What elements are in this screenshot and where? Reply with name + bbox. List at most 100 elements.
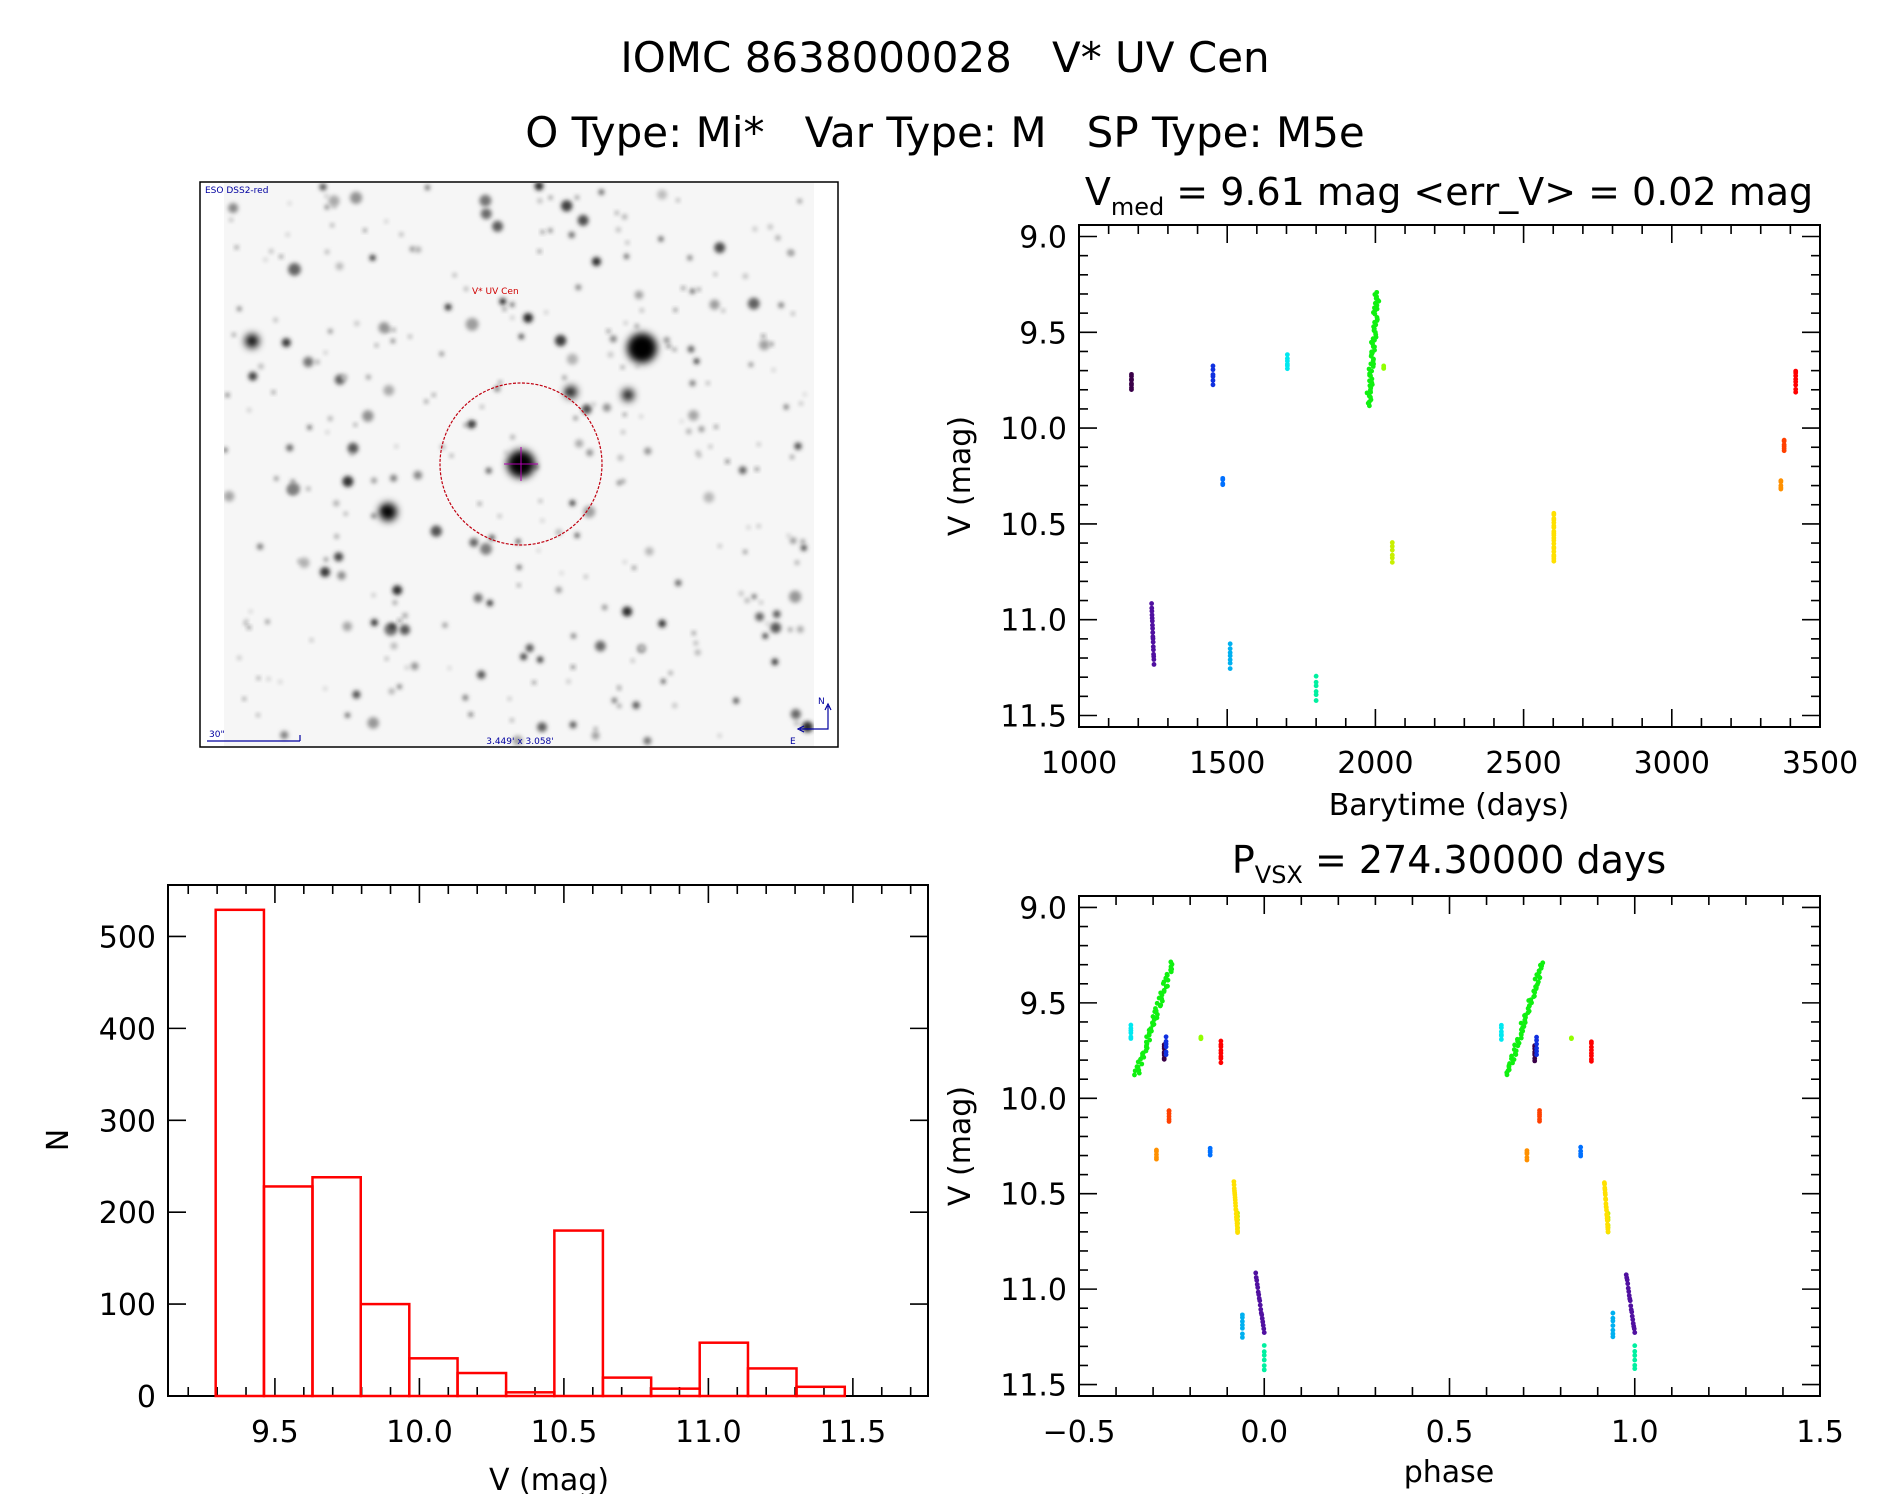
star xyxy=(643,736,652,745)
data-point xyxy=(1629,1309,1635,1315)
star xyxy=(795,560,800,565)
star xyxy=(721,309,725,313)
star xyxy=(623,560,627,564)
star xyxy=(537,198,543,204)
star xyxy=(392,328,396,332)
histogram-bar xyxy=(408,1357,459,1398)
star xyxy=(278,680,282,684)
x-tick-label: 2500 xyxy=(1485,746,1561,781)
star xyxy=(362,410,374,422)
star xyxy=(759,601,763,605)
star xyxy=(486,599,493,607)
data-point xyxy=(1534,1052,1539,1058)
star xyxy=(658,619,667,628)
data-point xyxy=(1551,512,1557,518)
star xyxy=(765,622,770,626)
data-point xyxy=(1198,1036,1204,1042)
star xyxy=(518,333,524,340)
data-point xyxy=(1389,540,1395,545)
data-point xyxy=(1602,1192,1608,1198)
star xyxy=(772,368,776,372)
data-point xyxy=(1632,1349,1638,1354)
data-point xyxy=(1632,1330,1638,1336)
star xyxy=(465,317,479,331)
data-point xyxy=(1151,647,1156,653)
data-point xyxy=(1793,389,1799,395)
figure-title-object: IOMC 8638000028 V* UV Cen xyxy=(620,33,1269,82)
star xyxy=(574,533,580,538)
data-point xyxy=(1150,639,1156,645)
plot-frame xyxy=(1078,224,1821,728)
data-point xyxy=(1610,1334,1616,1340)
star xyxy=(410,662,419,671)
star xyxy=(512,735,523,746)
star xyxy=(350,452,354,456)
star xyxy=(621,365,625,369)
y-tick-label: 9.0 xyxy=(1019,220,1067,255)
north-label: N xyxy=(818,697,825,707)
star xyxy=(232,333,236,337)
star xyxy=(571,633,576,639)
y-tick-label: 300 xyxy=(99,1104,156,1139)
data-point xyxy=(1258,1307,1264,1312)
y-tick-label: 11.0 xyxy=(1000,604,1067,639)
y-tick-label: 10.0 xyxy=(1000,412,1067,447)
star xyxy=(243,622,247,626)
star xyxy=(478,502,482,506)
star xyxy=(541,230,545,234)
star xyxy=(391,339,395,343)
star xyxy=(616,227,621,233)
star xyxy=(342,621,353,632)
star xyxy=(571,665,575,669)
star xyxy=(328,329,333,334)
data-point xyxy=(1161,987,1167,993)
star xyxy=(658,236,664,242)
target-label: V* UV Cen xyxy=(472,287,519,297)
x-tick-label: 11.5 xyxy=(819,1415,886,1450)
data-point xyxy=(1284,352,1290,358)
data-point xyxy=(1132,1072,1137,1078)
data-point xyxy=(1218,1038,1224,1044)
plot-frame xyxy=(1078,895,1821,1397)
star xyxy=(581,404,592,415)
data-point xyxy=(1604,1218,1610,1223)
star xyxy=(746,525,751,529)
data-point xyxy=(1524,1157,1530,1163)
data-point xyxy=(1239,1315,1245,1320)
star xyxy=(269,249,274,254)
hist-xlabel: V (mag) xyxy=(489,1463,609,1494)
star xyxy=(693,641,698,646)
data-point xyxy=(1589,1058,1594,1064)
data-point xyxy=(1227,641,1233,647)
star xyxy=(274,476,279,481)
data-point xyxy=(1632,1357,1638,1363)
x-tick-label: 11.0 xyxy=(675,1415,742,1450)
star xyxy=(463,423,467,427)
star xyxy=(747,297,760,310)
data-point xyxy=(1578,1144,1584,1150)
star xyxy=(409,246,415,252)
star xyxy=(794,720,800,726)
star xyxy=(598,189,605,195)
star xyxy=(468,712,473,717)
star xyxy=(298,557,310,569)
star xyxy=(279,255,283,259)
star xyxy=(757,442,761,446)
star xyxy=(759,339,770,351)
star xyxy=(681,286,685,290)
star xyxy=(770,622,782,634)
data-point xyxy=(1604,1207,1609,1213)
star xyxy=(575,439,584,448)
star xyxy=(532,680,536,685)
star xyxy=(566,353,578,365)
data-point xyxy=(1514,1036,1520,1042)
star xyxy=(606,329,610,333)
star xyxy=(675,579,682,587)
data-point xyxy=(1524,1151,1530,1157)
star xyxy=(617,687,621,691)
star xyxy=(492,220,504,232)
data-point xyxy=(1793,373,1799,379)
star xyxy=(244,619,248,623)
star xyxy=(247,408,251,412)
star xyxy=(537,549,541,553)
